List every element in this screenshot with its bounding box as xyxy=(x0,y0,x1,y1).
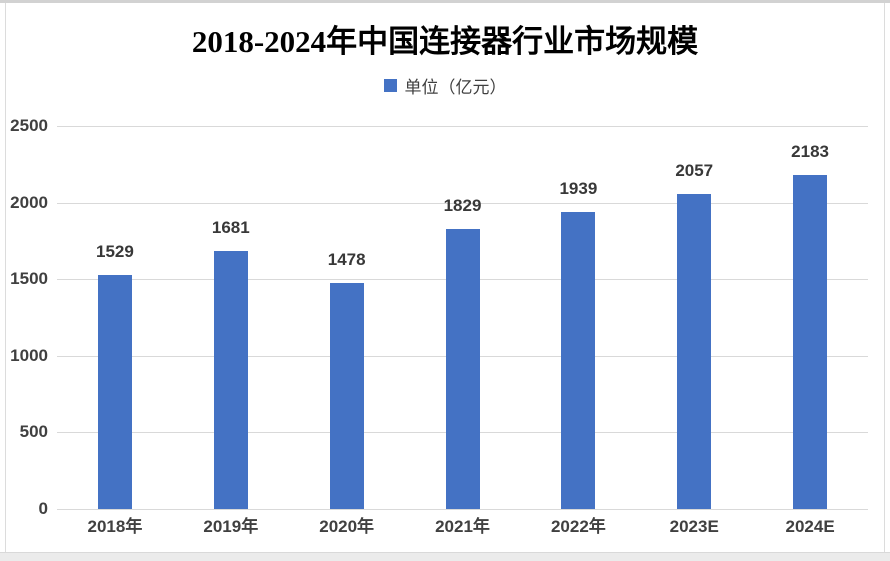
chart-title: 2018-2024年中国连接器行业市场规模 xyxy=(191,24,699,59)
frame-left-edge xyxy=(5,3,6,553)
bar-slot-2019年: 1681 xyxy=(173,126,289,509)
x-tick-label: 2018年 xyxy=(87,517,143,536)
bar-value-label: 1478 xyxy=(327,249,366,269)
bar-2019年 xyxy=(213,251,248,509)
x-axis: 2018年 2019年 2020年 2021年 2022年 2023E 2024E xyxy=(57,517,868,537)
y-tick-label: 2500 xyxy=(10,116,48,135)
x-tick-label: 2022年 xyxy=(550,517,606,536)
bar-2023E xyxy=(677,193,712,509)
y-tick-label: 1500 xyxy=(10,269,48,289)
y-tick-label: 500 xyxy=(19,422,48,442)
bar-slot-2020年: 1478 xyxy=(289,126,405,509)
y-axis: 0 500 1000 1500 2000 2500 xyxy=(0,116,48,518)
bar-value-label: 1529 xyxy=(96,241,134,261)
gridline-0 xyxy=(57,509,868,510)
x-tick-label: 2021年 xyxy=(435,517,490,536)
bar-2024E xyxy=(793,174,828,509)
x-tick-label: 2023E xyxy=(669,517,719,536)
bar-value-label: 1681 xyxy=(211,218,250,238)
bar-slot-2018年: 1529 xyxy=(57,126,173,509)
x-tick-label: 2020年 xyxy=(319,517,375,536)
bar-slot-2021年: 1829 xyxy=(405,126,521,509)
bar-value-label: 1939 xyxy=(559,178,598,198)
plot-area: 1529 1681 1478 1829 1939 2057 2183 xyxy=(57,126,868,510)
y-tick-label: 0 xyxy=(38,499,48,518)
bar-slot-2022年: 1939 xyxy=(520,126,636,509)
legend-swatch-icon xyxy=(383,79,397,92)
bar-value-label: 2057 xyxy=(675,160,714,180)
frame-bottom-edge xyxy=(0,552,890,561)
y-tick-label: 1000 xyxy=(10,345,48,365)
x-tick-label: 2024E xyxy=(785,517,835,536)
frame-right-edge xyxy=(884,3,885,553)
bar-series: 1529 1681 1478 1829 1939 2057 2183 xyxy=(57,126,868,509)
legend-label: 单位（亿元） xyxy=(404,78,507,97)
frame-top-edge xyxy=(0,0,890,3)
y-tick-label: 2000 xyxy=(10,192,48,212)
bar-value-label: 1829 xyxy=(443,195,482,215)
x-tick-label: 2019年 xyxy=(203,517,259,536)
legend: 单位（亿元） xyxy=(0,73,890,98)
bar-value-label: 2183 xyxy=(791,141,829,161)
bar-slot-2024E: 2183 xyxy=(752,126,868,509)
gridline-2500 xyxy=(57,126,868,127)
bar-slot-2023E: 2057 xyxy=(636,126,752,509)
bar-2018年 xyxy=(97,274,132,509)
bar-2020年 xyxy=(329,282,364,509)
gridline-2000 xyxy=(57,202,868,204)
bar-2022年 xyxy=(561,211,596,509)
bar-2021年 xyxy=(445,228,480,509)
